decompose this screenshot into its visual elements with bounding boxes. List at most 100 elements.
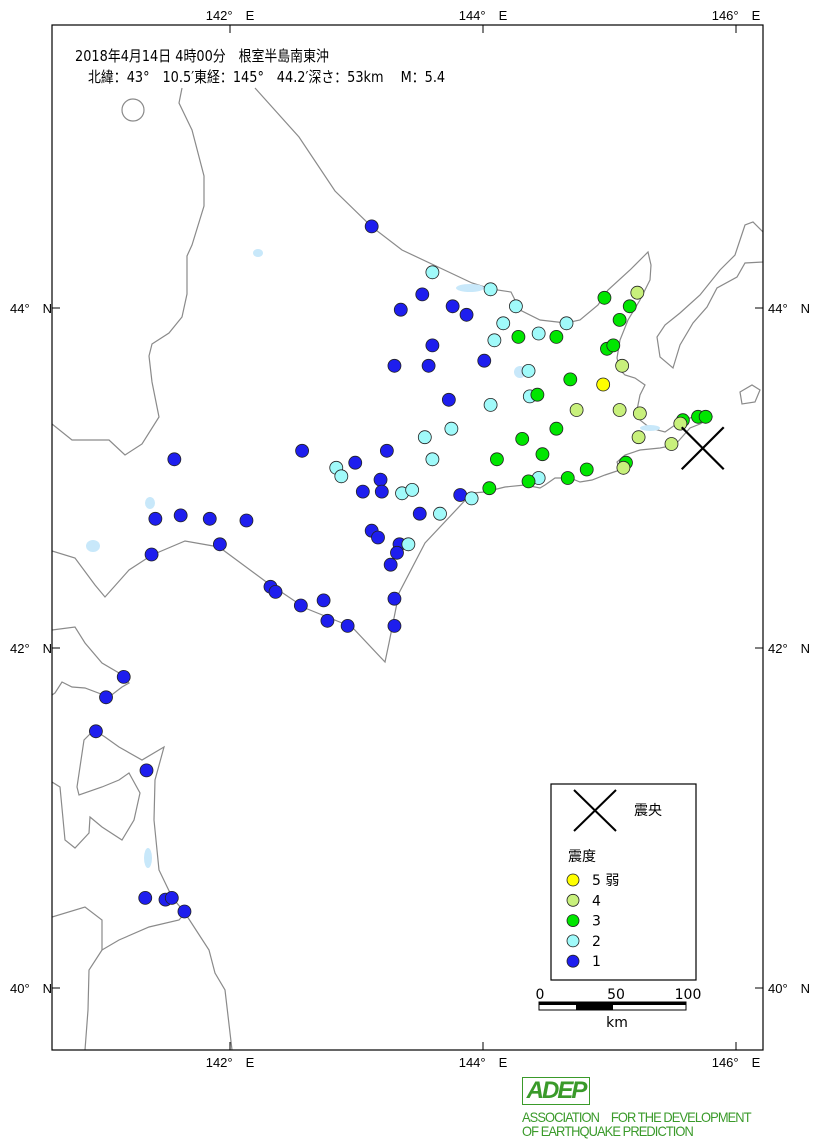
scale-label-100: 100 <box>675 987 702 1003</box>
prefecture-border <box>52 906 186 952</box>
prefecture-border-2 <box>84 949 103 1050</box>
station-intensity-1 <box>239 513 254 528</box>
station-intensity-1 <box>99 690 113 705</box>
station-intensity-1 <box>164 891 179 905</box>
station-intensity-2 <box>483 282 498 297</box>
station-intensity-2 <box>464 491 479 506</box>
station-intensity-1 <box>387 591 402 606</box>
station-intensity-1 <box>116 670 131 684</box>
station-intensity-2 <box>483 397 498 412</box>
station-intensity-2 <box>521 363 536 378</box>
station-intensity-1 <box>138 891 153 905</box>
lat-tick-label-right: 40° N <box>768 981 810 996</box>
lakes <box>86 249 660 868</box>
lon-tick-label-top: 146° E <box>712 8 761 23</box>
station-intensity-2 <box>425 265 440 280</box>
coastline-oshima <box>52 626 130 698</box>
station-intensity-1 <box>453 488 468 502</box>
station-intensity-2 <box>417 430 432 445</box>
legend-label-4: 4 <box>592 893 601 909</box>
legend-swatch-2 <box>566 934 580 948</box>
station-intensity-1 <box>177 904 192 919</box>
station-intensity-3 <box>606 338 621 353</box>
station-intensity-1 <box>268 585 283 599</box>
station-intensity-2 <box>401 537 416 552</box>
legend-epicenter-label: 震央 <box>634 803 662 819</box>
station-intensity-2 <box>531 326 546 341</box>
coastlines <box>52 87 763 1050</box>
station-intensity-1 <box>412 506 427 521</box>
station-intensity-1 <box>477 353 492 368</box>
station-intensity-2 <box>487 333 502 348</box>
station-intensity-1 <box>364 219 379 234</box>
legend-swatch-5- <box>566 873 580 887</box>
lake <box>253 249 263 257</box>
station-intensity-1 <box>212 537 227 552</box>
legend-epicenter-icon <box>573 789 617 832</box>
station-intensity-1 <box>390 545 404 560</box>
station-intensity-1 <box>393 302 408 317</box>
legend-swatch-3 <box>566 914 580 927</box>
station-intensity-3 <box>579 462 594 477</box>
station-intensity-2 <box>334 469 349 484</box>
lat-tick-label-right: 44° N <box>768 301 810 316</box>
lake <box>640 425 660 431</box>
station-intensity-3 <box>549 329 564 344</box>
lon-tick-label-top: 142° E <box>206 8 255 23</box>
station-intensity-1 <box>441 392 456 407</box>
station-intensity-1 <box>340 619 355 633</box>
station-intensity-1 <box>293 598 308 613</box>
station-intensity-3 <box>549 421 564 436</box>
station-intensity-3 <box>597 290 612 305</box>
adep-logo: ADEP <box>522 1077 590 1105</box>
station-intensity-4 <box>664 437 679 451</box>
station-intensity-4 <box>616 460 631 475</box>
station-intensity-1 <box>415 287 430 302</box>
station-intensity-3 <box>515 431 530 446</box>
station-intensity-1 <box>425 338 440 353</box>
station-intensity-1 <box>379 443 394 458</box>
lat-tick-label-left: 42° N <box>10 641 52 656</box>
station-intensity-5- <box>596 377 611 392</box>
station-intensity-3 <box>560 471 575 485</box>
station-intensity-4 <box>612 403 627 417</box>
station-intensity-2 <box>508 299 523 314</box>
station-intensity-1 <box>445 299 460 314</box>
coastline-west <box>52 87 205 456</box>
station-intensity-1 <box>148 511 163 526</box>
station-intensity-1 <box>387 619 402 633</box>
kunashiri-island <box>656 221 763 370</box>
lon-tick-label-top: 144° E <box>459 8 508 23</box>
station-intensity-3 <box>698 409 713 424</box>
station-intensity-4 <box>673 416 688 431</box>
station-intensity-1 <box>459 307 474 322</box>
station-intensity-1 <box>316 593 331 608</box>
legend-swatch-4 <box>566 893 580 907</box>
station-intensity-2 <box>425 452 440 467</box>
scale-unit: km <box>606 1015 628 1031</box>
station-intensity-3 <box>511 329 526 344</box>
station-intensity-2 <box>444 421 459 436</box>
lat-tick-label-left: 44° N <box>10 301 52 316</box>
legend-swatch-1 <box>566 954 580 968</box>
scale-label-50: 50 <box>607 987 625 1003</box>
station-intensity-1 <box>173 508 188 523</box>
station-intensity-1 <box>373 472 388 487</box>
station-intensity-3 <box>530 387 545 402</box>
station-intensity-1 <box>89 724 103 739</box>
station-intensity-3 <box>622 299 637 314</box>
station-intensity-1 <box>355 484 370 499</box>
epicenter-marker <box>680 426 725 471</box>
station-intensity-1 <box>374 484 389 499</box>
station-intensity-2 <box>496 316 511 331</box>
station-intensity-4 <box>631 430 646 445</box>
shikotan-island <box>739 384 761 405</box>
scale-label-0: 0 <box>536 987 545 1003</box>
legend-items: 5 弱 4 3 2 1 <box>566 873 619 970</box>
rishiri-island <box>121 98 145 122</box>
station-intensity-3 <box>490 452 504 467</box>
station-intensity-4 <box>632 406 647 421</box>
lon-tick-label-bottom: 142° E <box>206 1055 255 1070</box>
logo-text-line2: OF EARTHQUAKE PREDICTION <box>522 1123 694 1139</box>
